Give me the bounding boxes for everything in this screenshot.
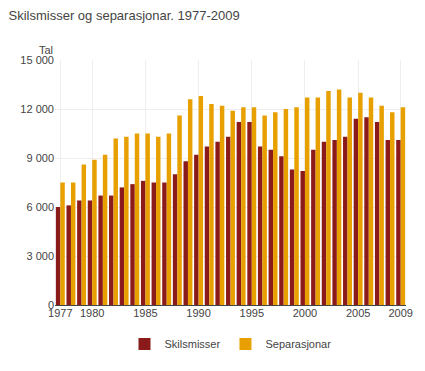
svg-text:Separasjonar: Separasjonar xyxy=(265,338,331,350)
svg-text:15 000: 15 000 xyxy=(20,54,54,66)
svg-text:Skilsmisser og separasjonar. 1: Skilsmisser og separasjonar. 1977-2009 xyxy=(9,8,240,23)
svg-text:2009: 2009 xyxy=(388,307,412,319)
svg-text:6 000: 6 000 xyxy=(26,201,54,213)
svg-text:1990: 1990 xyxy=(186,307,210,319)
svg-text:1995: 1995 xyxy=(240,307,264,319)
svg-text:0: 0 xyxy=(48,299,54,311)
svg-text:Skilsmisser: Skilsmisser xyxy=(165,338,221,350)
svg-text:1980: 1980 xyxy=(80,307,104,319)
svg-text:12 000: 12 000 xyxy=(20,103,54,115)
svg-text:3 000: 3 000 xyxy=(26,250,54,262)
svg-text:1977: 1977 xyxy=(48,307,72,319)
svg-text:2000: 2000 xyxy=(293,307,317,319)
svg-text:2005: 2005 xyxy=(346,307,370,319)
svg-text:9 000: 9 000 xyxy=(26,152,54,164)
svg-text:1985: 1985 xyxy=(133,307,157,319)
svg-text:Tal: Tal xyxy=(39,44,53,56)
